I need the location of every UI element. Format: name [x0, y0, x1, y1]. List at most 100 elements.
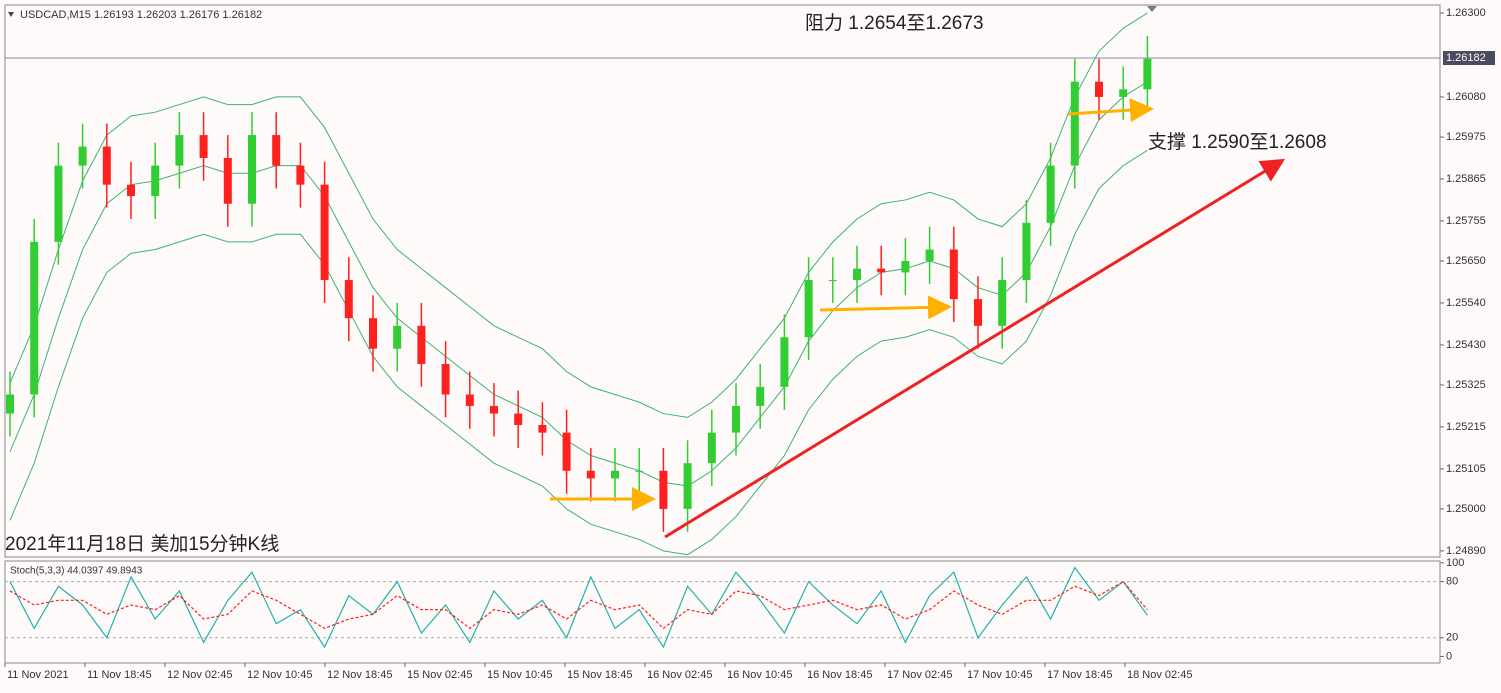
candle-body — [417, 325, 426, 364]
candle-body — [756, 386, 765, 406]
y-tick-label: 1.26300 — [1446, 7, 1486, 19]
x-tick-label: 17 Nov 02:45 — [887, 669, 952, 681]
candle-body — [804, 280, 813, 338]
y-tick-label: 1.25325 — [1446, 379, 1486, 391]
x-tick-label: 15 Nov 02:45 — [407, 669, 472, 681]
y-tick-label: 100 — [1446, 557, 1464, 569]
x-tick-label: 16 Nov 02:45 — [647, 669, 712, 681]
y-tick-label: 20 — [1446, 632, 1458, 644]
candle-body — [6, 394, 14, 414]
bollinger-lower — [9, 149, 1148, 556]
candle-body — [490, 405, 498, 414]
main-frame — [4, 4, 1441, 558]
candle-body — [925, 249, 934, 261]
candle-body — [562, 432, 571, 471]
x-tick-label: 17 Nov 10:45 — [967, 669, 1032, 681]
candle-body — [586, 470, 595, 479]
stoch-line — [9, 580, 1148, 630]
candle-body — [877, 268, 886, 273]
candle-body — [635, 470, 644, 472]
candle-body — [54, 165, 63, 242]
candle-body — [369, 318, 377, 349]
candle-body — [127, 184, 135, 197]
x-tick-label: 12 Nov 18:45 — [327, 669, 392, 681]
candle-body — [78, 146, 87, 166]
candle-body — [1095, 81, 1103, 97]
candle-body — [272, 135, 281, 166]
candle-body — [199, 135, 208, 158]
x-tick-label: 11 Nov 18:45 — [87, 669, 152, 681]
menu-triangle — [8, 12, 14, 17]
candle-body — [732, 405, 740, 433]
candle-body — [30, 241, 39, 395]
candle-body — [901, 260, 910, 273]
x-tick-label: 18 Nov 02:45 — [1127, 669, 1192, 681]
x-tick-label: 16 Nov 18:45 — [807, 669, 872, 681]
y-tick-label: 1.25430 — [1446, 339, 1486, 351]
candle-body — [151, 165, 160, 197]
x-tick-label: 12 Nov 02:45 — [167, 669, 232, 681]
indicator-frame — [4, 560, 1441, 664]
y-tick-label: 80 — [1446, 575, 1458, 587]
candle-body — [1119, 89, 1128, 97]
x-tick-label: 15 Nov 10:45 — [487, 669, 552, 681]
candle-body — [320, 184, 329, 281]
candle-body — [611, 470, 619, 479]
annotation: 支撑 1.2590至1.2608 — [1148, 131, 1327, 153]
header: USDCAD,M15 1.26193 1.26203 1.26176 1.261… — [20, 9, 262, 21]
candle-body — [683, 463, 692, 509]
candle-body — [828, 280, 837, 282]
y-tick-label: 1.25540 — [1446, 297, 1486, 309]
y-tick-label: 1.25105 — [1446, 463, 1486, 475]
candle-body — [465, 394, 474, 406]
candle-body — [296, 165, 305, 185]
candle-body — [1022, 222, 1031, 281]
y-tick-label: 1.25865 — [1446, 173, 1486, 185]
y-tick-label: 1.25000 — [1446, 503, 1486, 515]
candle-body — [248, 135, 256, 204]
candle-body — [1070, 81, 1079, 166]
bollinger-middle — [9, 81, 1148, 487]
candle-body — [659, 470, 668, 509]
y-tick-label: 1.25755 — [1446, 215, 1486, 227]
candle-body — [175, 135, 184, 166]
candle-body — [974, 299, 982, 326]
x-tick-label: 11 Nov 2021 — [7, 669, 69, 681]
x-tick-label: 16 Nov 10:45 — [727, 669, 792, 681]
x-tick-label: 15 Nov 18:45 — [567, 669, 632, 681]
current-price-label: 1.26182 — [1446, 52, 1486, 64]
shift-marker — [1147, 6, 1157, 12]
y-tick-label: 1.25650 — [1446, 255, 1486, 267]
y-tick-label: 1.25975 — [1446, 131, 1486, 143]
indicator-label: Stoch(5,3,3) 44.0397 49.8943 — [10, 566, 143, 577]
candle-body — [393, 325, 402, 349]
bollinger-upper — [9, 12, 1148, 418]
candle-body — [344, 280, 353, 319]
trend-arrow — [664, 158, 1286, 539]
candle-body — [223, 157, 232, 204]
stoch-line — [9, 566, 1148, 649]
y-tick-label: 1.25215 — [1446, 421, 1486, 433]
y-tick-label: 1.26080 — [1446, 91, 1486, 103]
candle-body — [514, 413, 523, 426]
annotation: 2021年11月18日 美加15分钟K线 — [5, 533, 279, 555]
candle-body — [707, 432, 716, 464]
annotation: 阻力 1.2654至1.2673 — [805, 12, 984, 34]
candle-body — [1143, 58, 1152, 90]
candle-body — [102, 146, 111, 185]
candle-body — [538, 425, 547, 433]
candle-body — [998, 280, 1007, 326]
x-tick-label: 12 Nov 10:45 — [247, 669, 312, 681]
support-arrow — [819, 295, 952, 320]
candle-body — [949, 249, 958, 300]
candle-body — [441, 363, 450, 395]
candle-body — [780, 337, 789, 387]
y-tick-label: 1.24890 — [1446, 545, 1486, 557]
y-tick-label: 0 — [1446, 650, 1452, 662]
current-price-box — [1443, 51, 1495, 66]
support-arrow — [1067, 98, 1154, 123]
candle-body — [853, 268, 861, 281]
x-tick-label: 17 Nov 18:45 — [1047, 669, 1112, 681]
